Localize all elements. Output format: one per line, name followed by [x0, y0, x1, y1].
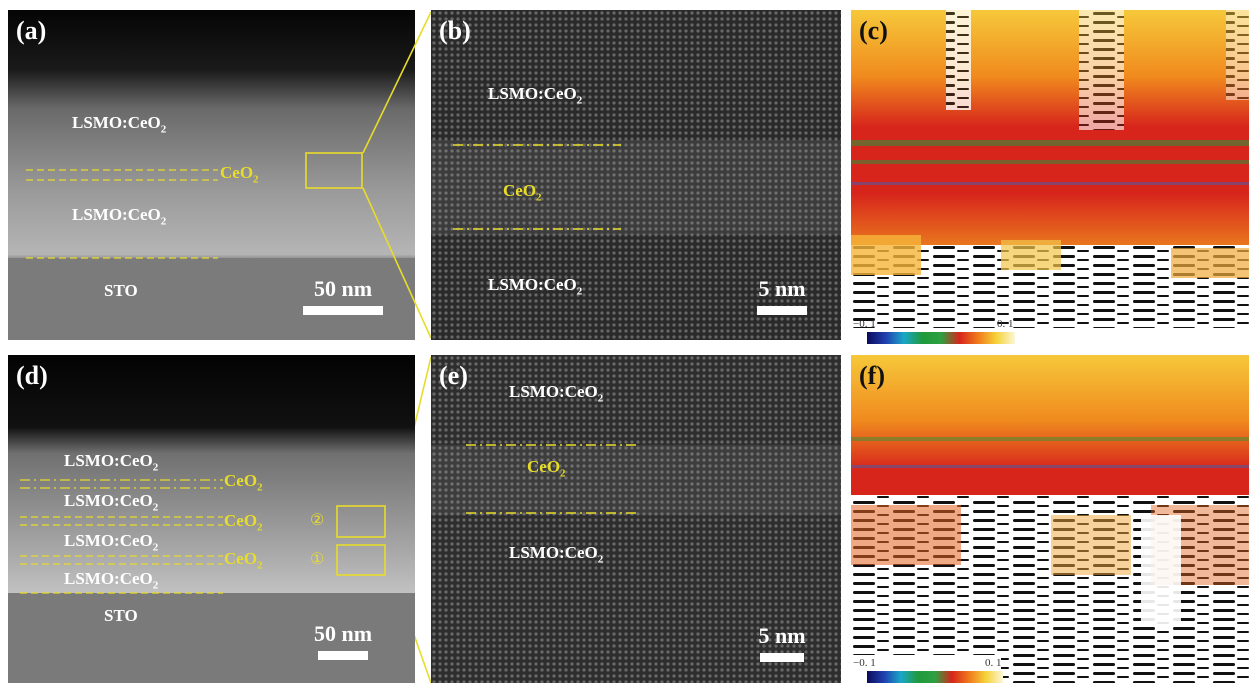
panel-b: (b) LSMO:CeO2 CeO2 LSMO:CeO2 5 nm [431, 10, 841, 340]
panel-e-image [431, 355, 841, 683]
panel-label-a: (a) [16, 16, 47, 45]
panel-f: (f) −0. 1 0. 1 [851, 355, 1249, 683]
panel-a: (a) LSMO:CeO2 CeO2 LSMO:CeO2 STO 50 nm [8, 10, 415, 340]
colorbar-min: −0. 1 [853, 657, 876, 669]
panel-a-image [8, 10, 415, 340]
panel-label-e: (e) [439, 361, 468, 390]
layer-label: LSMO:CeO2 [72, 205, 167, 228]
layer-label: LSMO:CeO2 [72, 113, 167, 136]
panel-e: (e) LSMO:CeO2 CeO2 LSMO:CeO2 5 nm [431, 355, 841, 683]
colorbar-max: 0. 1 [997, 318, 1014, 330]
zoom-box-a [305, 152, 363, 189]
ceo2-label: CeO2 [224, 549, 263, 572]
colorbar-f [867, 671, 1003, 683]
layer-label: LSMO:CeO2 [64, 451, 159, 474]
colorbar-min: −0. 1 [853, 318, 876, 330]
marker-2: ② [310, 512, 325, 529]
panel-d: (d) LSMO:CeO2 CeO2 LSMO:CeO2 CeO2 LSMO:C… [8, 355, 415, 683]
substrate-label: STO [104, 281, 138, 300]
layer-label: LSMO:CeO2 [509, 543, 604, 566]
ceo2-label: CeO2 [527, 457, 566, 480]
layer-label: LSMO:CeO2 [64, 491, 159, 514]
ceo2-label: CeO2 [224, 471, 263, 494]
layer-label: LSMO:CeO2 [64, 569, 159, 592]
scale-bar-e: 5 nm [749, 623, 815, 662]
layer-label: LSMO:CeO2 [509, 382, 604, 405]
layer-label: LSMO:CeO2 [488, 84, 583, 107]
panel-c: (c) −0. 1 0. 1 [851, 10, 1249, 344]
ceo2-label: CeO2 [224, 511, 263, 534]
ceo2-label: CeO2 [220, 163, 259, 186]
scale-bar-d: 50 nm [301, 621, 385, 660]
panel-c-image [851, 10, 1249, 344]
panel-b-image [431, 10, 841, 340]
zoom-box-2 [336, 505, 386, 538]
layer-label: LSMO:CeO2 [488, 275, 583, 298]
panel-label-c: (c) [859, 16, 888, 45]
scale-bar-a: 50 nm [301, 276, 385, 315]
panel-f-image [851, 355, 1249, 683]
panel-label-f: (f) [859, 361, 885, 390]
panel-label-b: (b) [439, 16, 471, 45]
substrate-label: STO [104, 606, 138, 625]
colorbar-max: 0. 1 [985, 657, 1002, 669]
ceo2-label: CeO2 [503, 181, 542, 204]
marker-1: ① [310, 551, 325, 568]
panel-d-image [8, 355, 415, 683]
colorbar-c [867, 332, 1015, 344]
scale-bar-b: 5 nm [749, 276, 815, 315]
zoom-box-1 [336, 544, 386, 576]
panel-label-d: (d) [16, 361, 48, 390]
layer-label: LSMO:CeO2 [64, 531, 159, 554]
